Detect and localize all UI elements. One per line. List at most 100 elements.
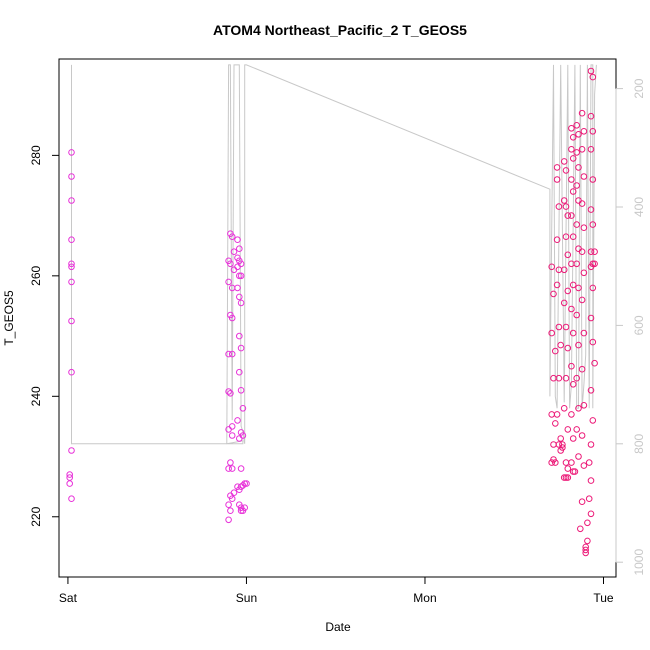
y-axis-label: T_GEOS5: [2, 290, 16, 346]
data-point: [580, 329, 588, 337]
x-tick-label: Mon: [413, 591, 436, 605]
data-point: [562, 459, 570, 466]
y-tick-label: 280: [29, 145, 43, 165]
data-point: [578, 248, 586, 255]
data-point: [587, 314, 595, 322]
data-point: [230, 489, 238, 497]
data-point: [584, 519, 591, 527]
data-point: [559, 441, 566, 448]
data-point: [237, 272, 245, 280]
x-tick-label: Sun: [236, 591, 257, 605]
data-point: [241, 504, 248, 512]
data-point: [68, 317, 75, 325]
data-point: [236, 245, 243, 252]
data-point: [228, 465, 236, 472]
data-point: [562, 233, 570, 240]
data-point: [573, 221, 581, 228]
data-point: [236, 368, 243, 376]
data-point: [577, 525, 584, 533]
data-point: [550, 441, 557, 448]
data-point: [587, 441, 595, 448]
data-point: [569, 134, 577, 141]
data-point: [569, 435, 577, 442]
data-point: [562, 474, 570, 481]
data-point: [560, 474, 568, 481]
data-point: [578, 498, 586, 506]
data-point: [585, 495, 593, 503]
y2-tick-label: 1000: [632, 549, 646, 576]
data-point: [564, 465, 572, 472]
data-point: [68, 149, 75, 156]
data-point: [587, 112, 595, 120]
data-point: [569, 155, 577, 162]
data-point: [225, 350, 232, 358]
data-point: [573, 122, 581, 129]
data-point: [573, 426, 581, 433]
data-point: [239, 482, 247, 489]
data-point: [236, 332, 243, 340]
data-point: [575, 405, 582, 412]
data-point: [568, 146, 575, 153]
data-point: [575, 341, 582, 349]
data-point: [234, 236, 241, 243]
data-point: [569, 233, 577, 240]
data-point: [237, 387, 245, 394]
data-point: [575, 164, 582, 171]
data-point: [553, 164, 561, 171]
data-point: [557, 435, 565, 442]
data-point: [591, 248, 598, 255]
data-point: [568, 125, 575, 132]
data-point: [228, 495, 236, 503]
data-point: [578, 200, 586, 207]
data-point: [559, 444, 566, 451]
data-point: [553, 176, 561, 183]
data-point: [587, 206, 595, 213]
y2-tick-label: 200: [632, 78, 646, 98]
data-point: [234, 417, 241, 424]
data-point: [580, 224, 588, 231]
data-point: [573, 374, 581, 382]
data-point: [568, 459, 575, 466]
data-point: [573, 260, 581, 268]
data-point: [230, 248, 238, 255]
y-tick-label: 260: [29, 266, 43, 286]
data-point: [562, 323, 570, 331]
data-point: [564, 251, 572, 259]
data-point: [589, 221, 597, 228]
data-point: [243, 480, 250, 487]
data-point: [589, 417, 597, 424]
data-point: [569, 188, 577, 195]
data-point: [587, 248, 595, 255]
data-point: [66, 471, 73, 478]
data-point: [228, 423, 236, 430]
data-point: [587, 510, 595, 518]
data-point: [553, 281, 561, 289]
x-tick-label: Sat: [59, 591, 78, 605]
data-point: [568, 362, 575, 370]
data-point: [573, 182, 581, 189]
data-point: [228, 314, 236, 322]
data-point: [548, 459, 556, 466]
data-point: [578, 365, 586, 373]
data-point: [591, 359, 598, 367]
y2-tick-label: 400: [632, 197, 646, 217]
data-point: [587, 67, 595, 75]
chart-title: ATOM4 Northeast_Pacific_2 T_GEOS5: [213, 22, 467, 38]
y2-tick-label: 800: [632, 433, 646, 453]
pressure-line: [71, 64, 597, 445]
data-point: [564, 344, 572, 352]
data-point: [575, 453, 582, 460]
data-point: [225, 516, 232, 524]
data-point: [555, 203, 563, 210]
data-point: [68, 173, 75, 180]
data-point: [580, 269, 588, 277]
data-point: [562, 374, 570, 382]
data-point: [580, 462, 588, 469]
data-point: [553, 411, 561, 418]
data-point: [237, 465, 245, 472]
data-point: [552, 347, 559, 355]
data-point: [568, 212, 575, 219]
data-point: [564, 474, 572, 481]
data-point: [560, 158, 568, 165]
data-point: [68, 495, 75, 503]
